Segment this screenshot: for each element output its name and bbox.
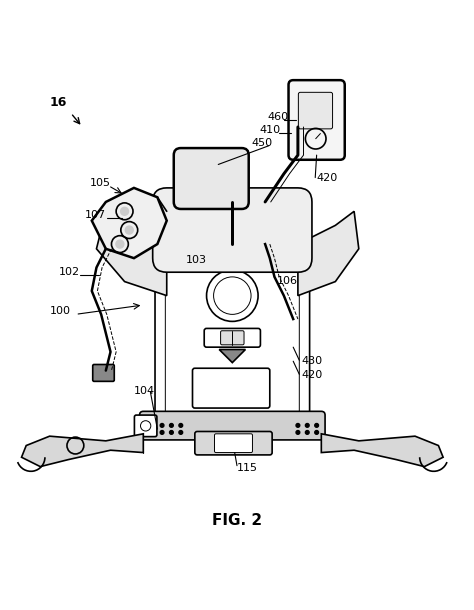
Circle shape <box>296 431 300 434</box>
Circle shape <box>120 207 129 216</box>
Polygon shape <box>21 434 143 467</box>
FancyBboxPatch shape <box>153 188 312 272</box>
Polygon shape <box>92 188 167 258</box>
Text: 430: 430 <box>301 356 323 365</box>
Circle shape <box>179 431 182 434</box>
Text: 410: 410 <box>259 125 281 135</box>
Circle shape <box>115 239 125 249</box>
FancyBboxPatch shape <box>135 415 157 437</box>
FancyBboxPatch shape <box>298 92 333 129</box>
Circle shape <box>160 431 164 434</box>
FancyBboxPatch shape <box>195 431 272 455</box>
Circle shape <box>305 431 309 434</box>
Circle shape <box>179 423 182 427</box>
Text: 106: 106 <box>277 276 298 286</box>
Text: 115: 115 <box>237 464 258 473</box>
Text: 460: 460 <box>267 112 289 122</box>
Text: 420: 420 <box>301 370 323 379</box>
Text: 16: 16 <box>50 96 67 109</box>
Circle shape <box>125 225 134 235</box>
Text: 102: 102 <box>59 267 80 276</box>
FancyBboxPatch shape <box>289 80 345 160</box>
Text: 107: 107 <box>85 210 106 220</box>
Circle shape <box>315 423 319 427</box>
FancyBboxPatch shape <box>204 328 260 347</box>
FancyBboxPatch shape <box>192 368 270 408</box>
Polygon shape <box>321 434 443 467</box>
Circle shape <box>170 423 173 427</box>
Circle shape <box>160 423 164 427</box>
Circle shape <box>315 431 319 434</box>
FancyBboxPatch shape <box>174 148 249 209</box>
FancyBboxPatch shape <box>139 411 325 440</box>
Text: 100: 100 <box>50 306 71 317</box>
FancyBboxPatch shape <box>155 232 310 434</box>
Circle shape <box>170 431 173 434</box>
FancyBboxPatch shape <box>165 243 299 423</box>
FancyBboxPatch shape <box>220 331 244 345</box>
Text: 103: 103 <box>185 255 207 265</box>
Text: 104: 104 <box>134 386 155 396</box>
Polygon shape <box>298 211 359 296</box>
Circle shape <box>305 423 309 427</box>
Text: 450: 450 <box>251 138 272 148</box>
Polygon shape <box>219 350 246 362</box>
Text: 420: 420 <box>317 173 338 183</box>
Text: FIG. 2: FIG. 2 <box>212 513 262 528</box>
Text: 105: 105 <box>90 178 110 187</box>
FancyBboxPatch shape <box>215 434 253 453</box>
Polygon shape <box>97 211 167 296</box>
Circle shape <box>296 423 300 427</box>
FancyBboxPatch shape <box>93 365 114 381</box>
